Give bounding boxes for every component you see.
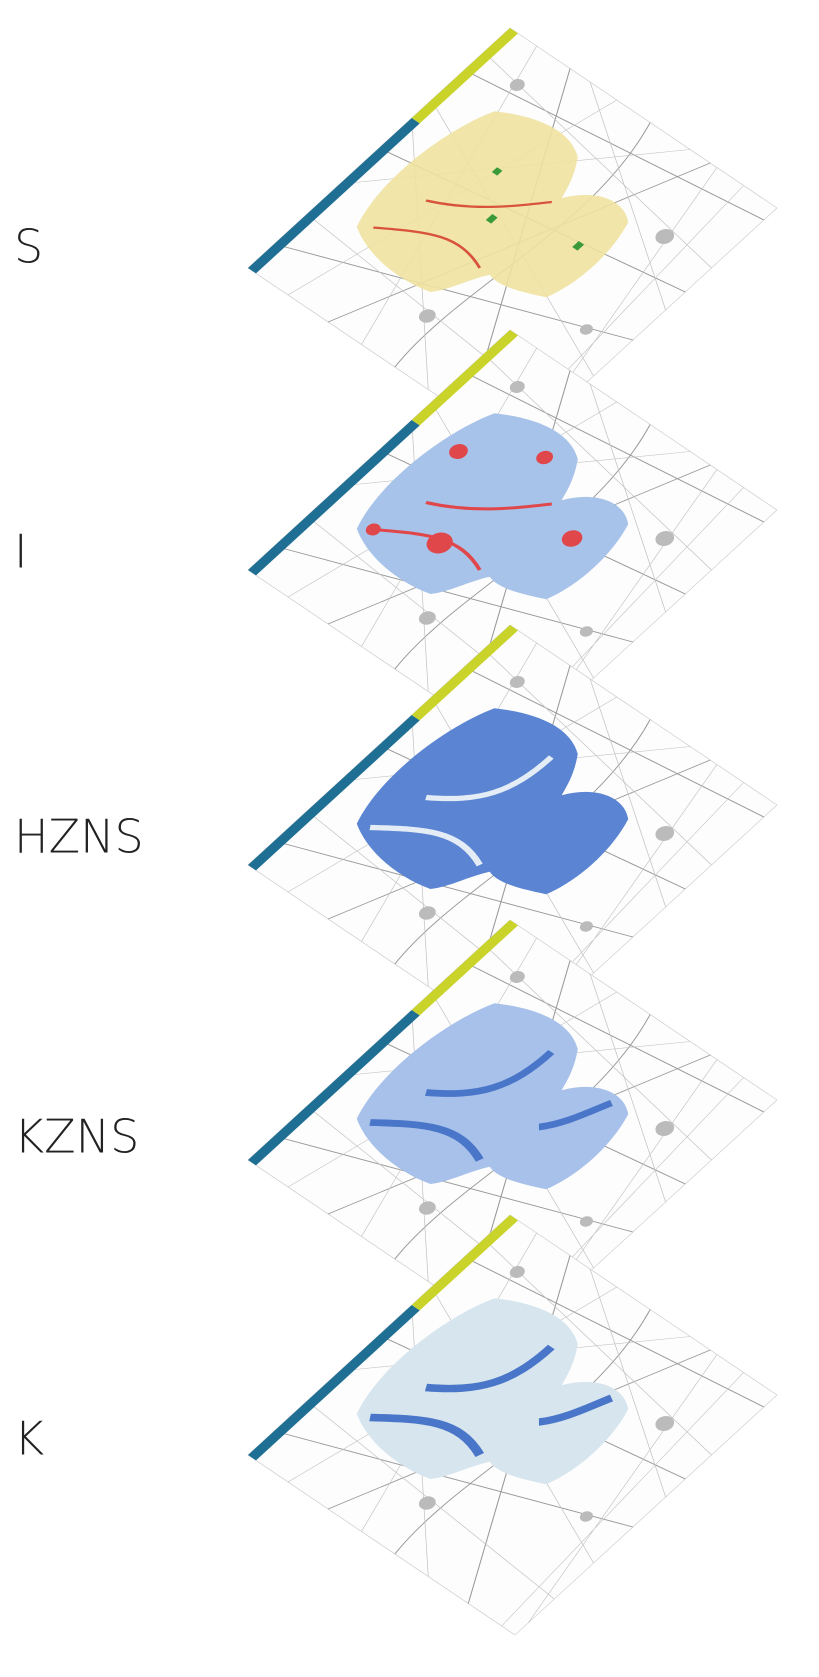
layer-label: KZNS [14, 1110, 139, 1164]
layer-label: HZNS [14, 810, 144, 864]
layer-label: K [14, 1412, 44, 1466]
layer-label: S [14, 220, 43, 274]
figure: S I HZNS KZNS K [0, 0, 819, 1677]
layer-label: I [14, 525, 28, 579]
map-sheet [248, 1215, 777, 1635]
